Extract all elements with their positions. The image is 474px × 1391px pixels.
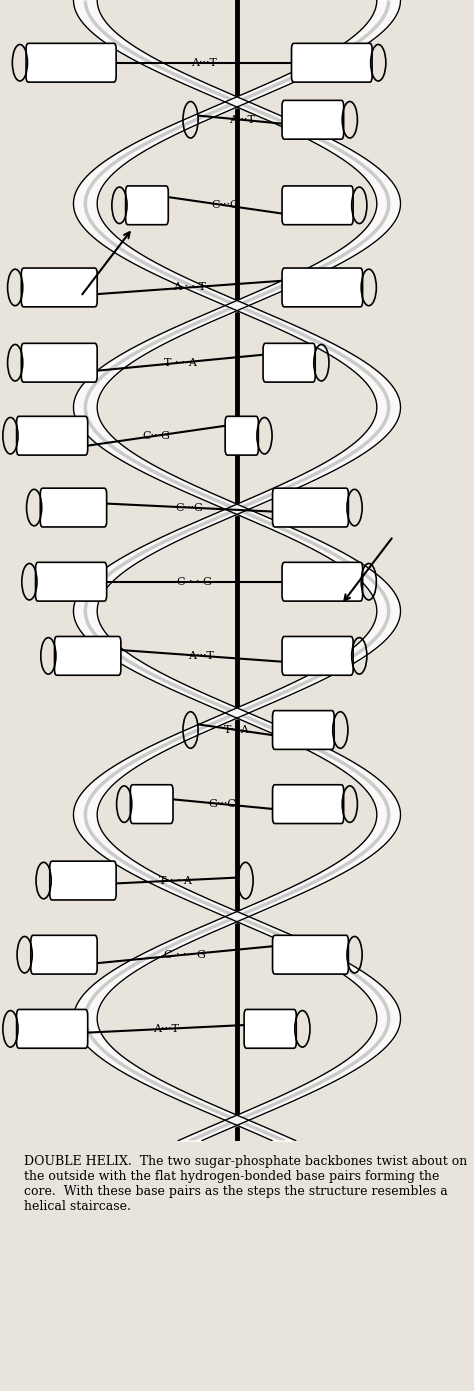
FancyBboxPatch shape bbox=[244, 1010, 296, 1049]
FancyBboxPatch shape bbox=[50, 861, 116, 900]
Text: A···T: A···T bbox=[229, 115, 255, 125]
Text: A···T: A···T bbox=[191, 58, 217, 68]
FancyBboxPatch shape bbox=[273, 488, 348, 527]
Text: C···G: C···G bbox=[176, 502, 203, 512]
FancyBboxPatch shape bbox=[292, 43, 372, 82]
Text: T · · A: T · · A bbox=[159, 875, 192, 886]
Text: A···T: A···T bbox=[153, 1024, 179, 1034]
FancyBboxPatch shape bbox=[282, 268, 363, 307]
FancyBboxPatch shape bbox=[36, 562, 107, 601]
Text: A···T: A···T bbox=[189, 651, 214, 661]
Text: T · · A: T · · A bbox=[164, 357, 197, 367]
FancyBboxPatch shape bbox=[225, 416, 258, 455]
FancyBboxPatch shape bbox=[263, 344, 315, 383]
FancyBboxPatch shape bbox=[21, 344, 97, 383]
FancyBboxPatch shape bbox=[282, 562, 363, 601]
FancyBboxPatch shape bbox=[273, 711, 334, 750]
FancyBboxPatch shape bbox=[40, 488, 107, 527]
FancyBboxPatch shape bbox=[126, 186, 168, 225]
Text: DOUBLE HELIX.  The two sugar-phosphate backbones twist about on the outside with: DOUBLE HELIX. The two sugar-phosphate ba… bbox=[24, 1155, 467, 1213]
FancyBboxPatch shape bbox=[17, 1010, 88, 1049]
FancyBboxPatch shape bbox=[55, 637, 121, 675]
FancyBboxPatch shape bbox=[273, 935, 348, 974]
FancyBboxPatch shape bbox=[26, 43, 116, 82]
Text: C···G: C···G bbox=[143, 431, 170, 441]
FancyBboxPatch shape bbox=[31, 935, 97, 974]
FancyBboxPatch shape bbox=[282, 100, 344, 139]
Text: G···C: G···C bbox=[209, 800, 237, 810]
FancyBboxPatch shape bbox=[130, 785, 173, 823]
FancyBboxPatch shape bbox=[282, 637, 353, 675]
Text: C···G: C···G bbox=[211, 200, 239, 210]
FancyBboxPatch shape bbox=[17, 416, 88, 455]
FancyBboxPatch shape bbox=[273, 785, 344, 823]
FancyBboxPatch shape bbox=[282, 186, 353, 225]
FancyBboxPatch shape bbox=[21, 268, 97, 307]
Text: C · · G: C · · G bbox=[177, 577, 212, 587]
Text: T···A: T···A bbox=[224, 725, 250, 734]
Text: C · · · G: C · · · G bbox=[164, 950, 206, 960]
Text: A · · T: A · · T bbox=[173, 282, 206, 292]
